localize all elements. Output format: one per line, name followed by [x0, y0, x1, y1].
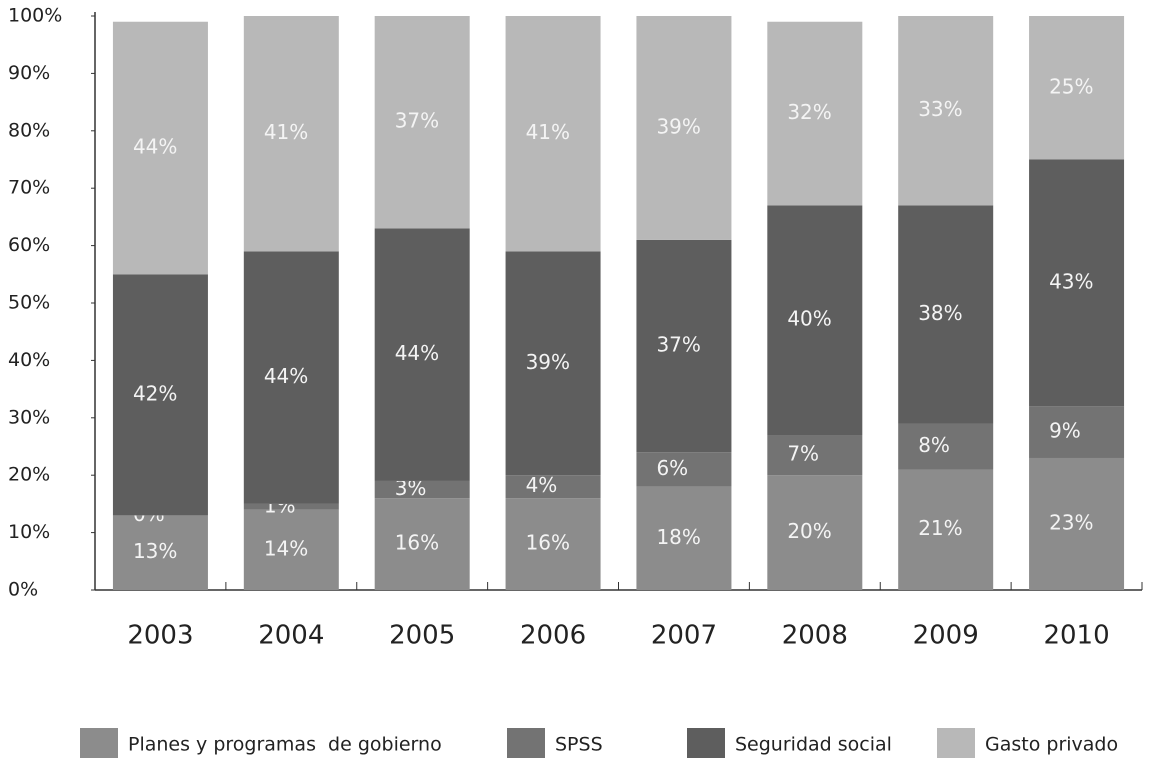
bar-segment	[1029, 159, 1125, 407]
bar-segment	[505, 16, 601, 252]
bar-segment	[898, 469, 994, 590]
bar-segment	[505, 475, 601, 499]
value-label: 20%	[787, 519, 831, 543]
value-label: 42%	[133, 381, 177, 405]
bar-segment	[1029, 457, 1125, 590]
y-tick-label: 30%	[8, 406, 50, 428]
bar-segment	[374, 16, 470, 229]
bar-segment	[1029, 16, 1125, 160]
y-tick-label: 100%	[8, 5, 62, 27]
y-tick-label: 90%	[8, 62, 50, 84]
bar-segment	[767, 21, 863, 206]
bar-segment	[767, 475, 863, 590]
bar-segment	[374, 228, 470, 481]
value-label: 37%	[656, 333, 700, 357]
bar-segment	[374, 498, 470, 590]
value-label: 43%	[1049, 269, 1093, 293]
legend-swatch	[507, 728, 545, 758]
value-label: 23%	[1049, 510, 1093, 534]
y-tick-label: 80%	[8, 119, 50, 141]
bar-segment	[243, 509, 339, 590]
bar-segment	[112, 274, 208, 516]
value-label: 33%	[918, 97, 962, 121]
bar-segment	[243, 16, 339, 252]
x-tick-label: 2007	[651, 621, 717, 651]
value-label: 44%	[395, 341, 439, 365]
value-label: 21%	[918, 516, 962, 540]
x-tick-label: 2010	[1043, 621, 1109, 651]
bar-segment	[898, 205, 994, 424]
bar-segment	[112, 21, 208, 275]
legend-label: Gasto privado	[985, 734, 1118, 756]
bar-segment	[374, 480, 470, 499]
value-label: 16%	[526, 531, 570, 555]
x-tick-label: 2003	[127, 621, 193, 651]
y-tick-label: 60%	[8, 234, 50, 256]
bar-segment	[636, 452, 732, 487]
value-label: 14%	[264, 536, 308, 560]
value-label: 7%	[787, 442, 819, 466]
x-tick-label: 2004	[258, 621, 324, 651]
y-tick-label: 0%	[8, 579, 38, 601]
value-label: 38%	[918, 301, 962, 325]
value-label: 18%	[656, 525, 700, 549]
bar-segment	[767, 435, 863, 476]
bar-segment	[636, 486, 732, 590]
value-label: 4%	[526, 473, 558, 497]
value-label: 6%	[656, 456, 688, 480]
x-tick-label: 2005	[389, 621, 455, 651]
value-label: 13%	[133, 539, 177, 563]
x-tick-label: 2008	[782, 621, 848, 651]
bar-segment	[243, 503, 339, 510]
y-tick-label: 70%	[8, 177, 50, 199]
bar-segment	[112, 515, 208, 590]
value-label: 40%	[787, 307, 831, 331]
value-label: 25%	[1049, 74, 1093, 98]
bar-segment	[767, 205, 863, 436]
bar-segment	[636, 16, 732, 240]
bar-segment	[636, 239, 732, 453]
legend-swatch	[80, 728, 118, 758]
x-tick-label: 2009	[913, 621, 979, 651]
bar-segment	[1029, 406, 1125, 458]
bar-segment	[898, 423, 994, 470]
bar-segment	[243, 251, 339, 504]
value-label: 39%	[526, 350, 570, 374]
y-tick-label: 20%	[8, 464, 50, 486]
bar-segment	[505, 498, 601, 590]
legend-label: Planes y programas de gobierno	[128, 734, 442, 756]
value-label: 39%	[656, 114, 700, 138]
legend-swatch	[937, 728, 975, 758]
y-tick-label: 10%	[8, 521, 50, 543]
x-tick-label: 2006	[520, 621, 586, 651]
value-label: 44%	[264, 364, 308, 388]
value-label: 16%	[395, 531, 439, 555]
value-label: 44%	[133, 135, 177, 159]
y-tick-label: 40%	[8, 349, 50, 371]
legend-label: Seguridad social	[735, 734, 892, 756]
legend-label: SPSS	[555, 734, 603, 756]
value-label: 41%	[526, 120, 570, 144]
legend-swatch	[687, 728, 725, 758]
value-label: 37%	[395, 109, 439, 133]
value-label: 8%	[918, 433, 950, 457]
value-label: 32%	[787, 100, 831, 124]
value-label: 9%	[1049, 419, 1081, 443]
value-label: 41%	[264, 120, 308, 144]
bar-segment	[505, 251, 601, 476]
y-tick-label: 50%	[8, 292, 50, 314]
bar-segment	[898, 16, 994, 206]
